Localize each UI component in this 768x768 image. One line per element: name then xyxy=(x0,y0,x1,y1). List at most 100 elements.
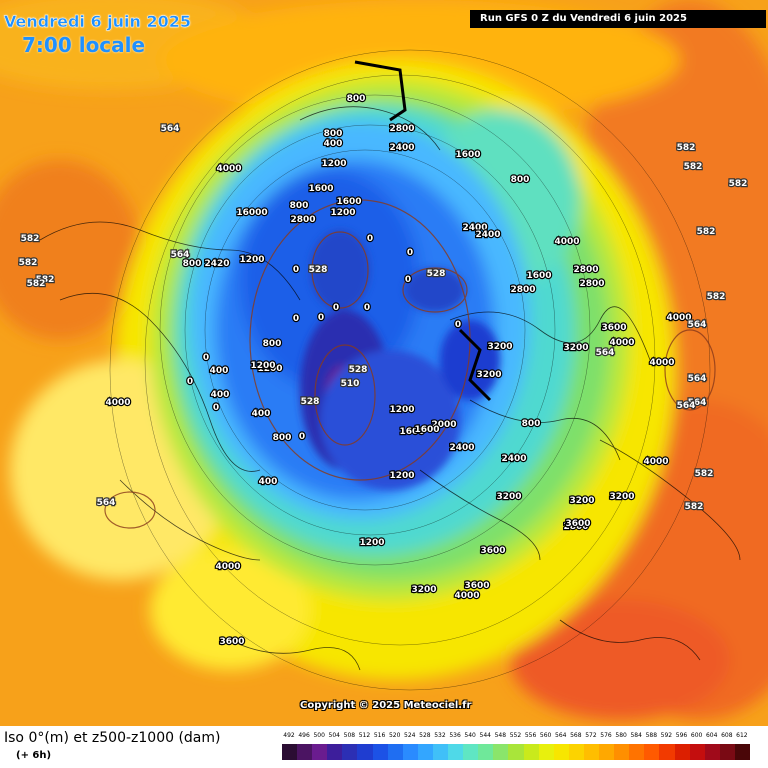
legend-value: 592 xyxy=(660,732,673,739)
legend-value: 496 xyxy=(298,732,310,739)
legend-value: 520 xyxy=(388,732,401,739)
legend-swatch xyxy=(508,744,525,760)
iso0-label: 0 xyxy=(299,432,305,442)
legend-swatch xyxy=(372,744,389,760)
iso0-label: 3600 xyxy=(480,546,505,556)
copyright-text: Copyright © 2025 Meteociel.fr xyxy=(300,700,472,711)
iso0-label: 2400 xyxy=(501,454,526,464)
iso0-label: 0 xyxy=(364,303,370,313)
z500-label: 564 xyxy=(161,124,180,134)
iso0-label: 400 xyxy=(211,390,230,400)
legend-value: 508 xyxy=(343,732,356,739)
z500-label: 582 xyxy=(27,279,46,289)
iso0-label: 3200 xyxy=(496,492,521,502)
z500-label: 564 xyxy=(677,401,696,411)
iso0-label: 1600 xyxy=(308,184,333,194)
legend-swatch xyxy=(674,744,691,760)
z500-label: 528 xyxy=(349,365,368,375)
legend-value: 560 xyxy=(539,732,552,739)
footer: Iso 0°(m) et z500-z1000 (dam) (+ 6h) 492… xyxy=(0,726,768,768)
legend-value: 504 xyxy=(328,732,340,739)
iso0-label: 1600 xyxy=(414,425,439,435)
z500-label: 582 xyxy=(19,258,38,268)
legend-swatch xyxy=(282,744,298,760)
legend-value: 544 xyxy=(479,732,491,739)
iso0-label: 400 xyxy=(210,366,229,376)
z500-label: 528 xyxy=(301,397,320,407)
z500-label: 582 xyxy=(36,275,55,285)
iso0-label: 2800 xyxy=(389,124,414,134)
iso0-label: 4000 xyxy=(454,591,479,601)
iso0-label: 2420 xyxy=(204,259,229,269)
iso0-label: 2800 xyxy=(573,265,598,275)
legend-value: 492 xyxy=(283,732,295,739)
iso0-label: 4000 xyxy=(643,457,668,467)
iso0-label: 2400 xyxy=(475,230,500,240)
legend-swatch xyxy=(312,744,328,760)
legend-swatch xyxy=(402,744,419,760)
legend-swatch xyxy=(342,744,358,760)
run-banner: Run GFS 0 Z du Vendredi 6 juin 2025 xyxy=(470,10,766,28)
legend-swatch xyxy=(644,744,660,760)
time-title: 7:00 locale xyxy=(22,33,146,57)
iso0-label: 800 xyxy=(263,339,282,349)
legend-swatch xyxy=(719,744,736,760)
legend-value: 608 xyxy=(721,732,733,739)
legend-value: 584 xyxy=(630,732,642,739)
iso0-label: 1200 xyxy=(239,255,264,265)
iso0-label: 3600 xyxy=(219,637,244,647)
legend-swatch xyxy=(463,744,479,760)
legend-swatch xyxy=(327,744,343,760)
legend-value: 548 xyxy=(494,732,507,739)
z500-label: 582 xyxy=(21,234,40,244)
legend-swatch xyxy=(599,744,615,760)
iso0-label: 2000 xyxy=(431,420,456,430)
legend-value: 524 xyxy=(404,732,416,739)
iso0-label: 4000 xyxy=(649,358,674,368)
z500-label: 510 xyxy=(341,379,360,389)
iso0-label: 3200 xyxy=(411,585,436,595)
legend-value: 500 xyxy=(313,732,325,739)
legend-value: 568 xyxy=(570,732,582,739)
iso0-label: 2400 xyxy=(462,223,487,233)
z500-label: 564 xyxy=(596,348,615,358)
iso0-label: 0 xyxy=(213,403,219,413)
iso0-label: 2400 xyxy=(389,143,414,153)
iso0-label: 2800 xyxy=(290,215,315,225)
legend-value: 512 xyxy=(358,732,371,739)
z500-label: 582 xyxy=(677,143,696,153)
iso0-label: 400 xyxy=(259,477,278,487)
legend-swatch xyxy=(553,744,570,760)
legend-swatch xyxy=(432,744,449,760)
z500-label: 564 xyxy=(171,250,190,260)
legend-swatch xyxy=(568,744,585,760)
legend-swatch xyxy=(387,744,404,760)
iso0-label: 16000 xyxy=(236,208,267,218)
legend-value: 540 xyxy=(464,732,476,739)
legend-swatch xyxy=(659,744,675,760)
z500-label: 582 xyxy=(695,469,714,479)
legend-value: 600 xyxy=(690,732,703,739)
iso0-label: 800 xyxy=(324,129,343,139)
iso0-label: 1600 xyxy=(455,150,480,160)
iso0-label: 1600 xyxy=(336,197,361,207)
iso0-label: 4000 xyxy=(666,313,691,323)
iso0-label: 1200 xyxy=(257,364,282,374)
iso0-label: 3200 xyxy=(563,343,588,353)
boundary-line xyxy=(354,60,407,122)
product-title: Iso 0°(m) et z500-z1000 (dam) xyxy=(4,730,221,746)
iso0-label: 800 xyxy=(522,419,541,429)
iso0-label: 0 xyxy=(203,353,209,363)
z500-label: 582 xyxy=(707,292,726,302)
z500-label: 564 xyxy=(688,320,707,330)
legend-colorbar xyxy=(282,744,751,760)
legend-value: 612 xyxy=(736,732,748,739)
legend-swatch xyxy=(448,744,464,760)
legend-swatch xyxy=(614,744,630,760)
z500-label: 582 xyxy=(697,227,716,237)
legend-value: 576 xyxy=(600,732,612,739)
iso0-label: 400 xyxy=(252,409,271,419)
legend-value: 564 xyxy=(555,732,567,739)
iso0-label: 3200 xyxy=(609,492,634,502)
legend-swatch xyxy=(523,744,540,760)
